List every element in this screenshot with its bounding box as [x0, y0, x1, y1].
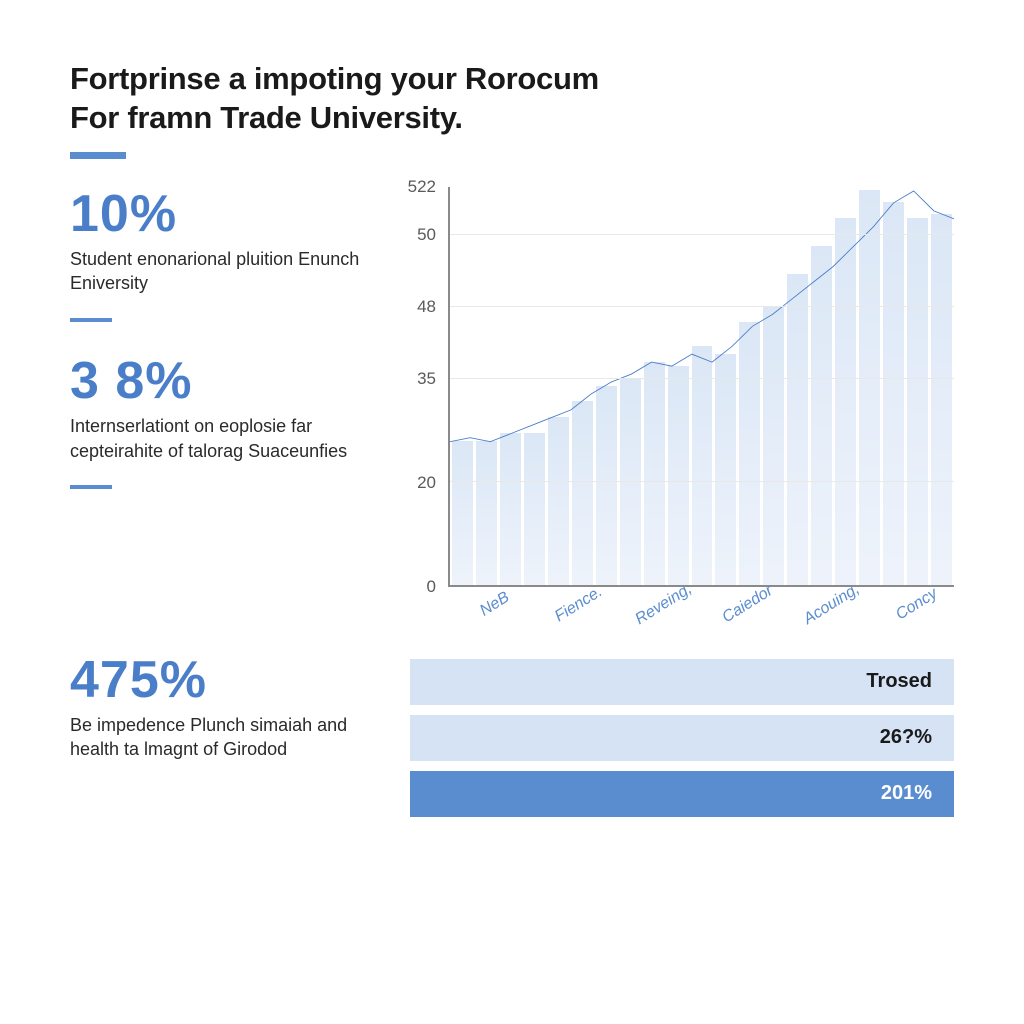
- title-line-1: Fortprinse a impoting your Rorocum: [70, 60, 954, 99]
- bottom-left-stat: 475% Be impedence Plunch simaiah and hea…: [70, 653, 370, 817]
- stat-value: 3 8%: [70, 354, 370, 409]
- y-tick: 0: [427, 577, 436, 597]
- trend-line: [450, 190, 954, 441]
- y-tick: 522: [408, 177, 436, 197]
- y-tick: 20: [417, 473, 436, 493]
- title-line-2: For framn Trade University.: [70, 99, 954, 138]
- x-axis-labels: NeBFience.Reveing,CaiedorAcouing,Concy: [448, 597, 954, 615]
- y-tick: 35: [417, 369, 436, 389]
- plot-area: [448, 187, 954, 587]
- stat-separator: [70, 318, 112, 322]
- stat-value: 475%: [70, 653, 370, 708]
- horizontal-bar: Trosed: [410, 659, 954, 705]
- stat-value: 10%: [70, 187, 370, 242]
- main-row: 10% Student enonarional pluition Enunch …: [70, 187, 954, 587]
- grid-line: [450, 378, 954, 379]
- stats-column: 10% Student enonarional pluition Enunch …: [70, 187, 370, 587]
- grid-line: [450, 481, 954, 482]
- line-chart-svg: [450, 187, 954, 585]
- stat-separator: [70, 485, 112, 489]
- horizontal-bar: 26?%: [410, 715, 954, 761]
- chart-area: 522504835200: [448, 187, 954, 587]
- stat-block-1: 3 8% Internserlationt on eoplosie far ce…: [70, 354, 370, 489]
- y-tick: 48: [417, 297, 436, 317]
- bottom-row: 475% Be impedence Plunch simaiah and hea…: [70, 653, 954, 817]
- grid-line: [450, 234, 954, 235]
- horizontal-bar: 201%: [410, 771, 954, 817]
- y-tick: 50: [417, 225, 436, 245]
- header: Fortprinse a impoting your Rorocum For f…: [70, 60, 954, 159]
- title-accent-bar: [70, 152, 126, 159]
- grid-line: [450, 306, 954, 307]
- chart-column: 522504835200 NeBFience.Reveing,CaiedorAc…: [402, 187, 954, 587]
- stat-block-0: 10% Student enonarional pluition Enunch …: [70, 187, 370, 322]
- stat-block-2: 475% Be impedence Plunch simaiah and hea…: [70, 653, 370, 762]
- y-axis: 522504835200: [402, 187, 444, 587]
- stat-desc: Internserlationt on eoplosie far cepteir…: [70, 414, 370, 463]
- hbar-column: Trosed 26?% 201%: [410, 653, 954, 817]
- stat-desc: Student enonarional pluition Enunch Eniv…: [70, 247, 370, 296]
- stat-desc: Be impedence Plunch simaiah and health t…: [70, 713, 370, 762]
